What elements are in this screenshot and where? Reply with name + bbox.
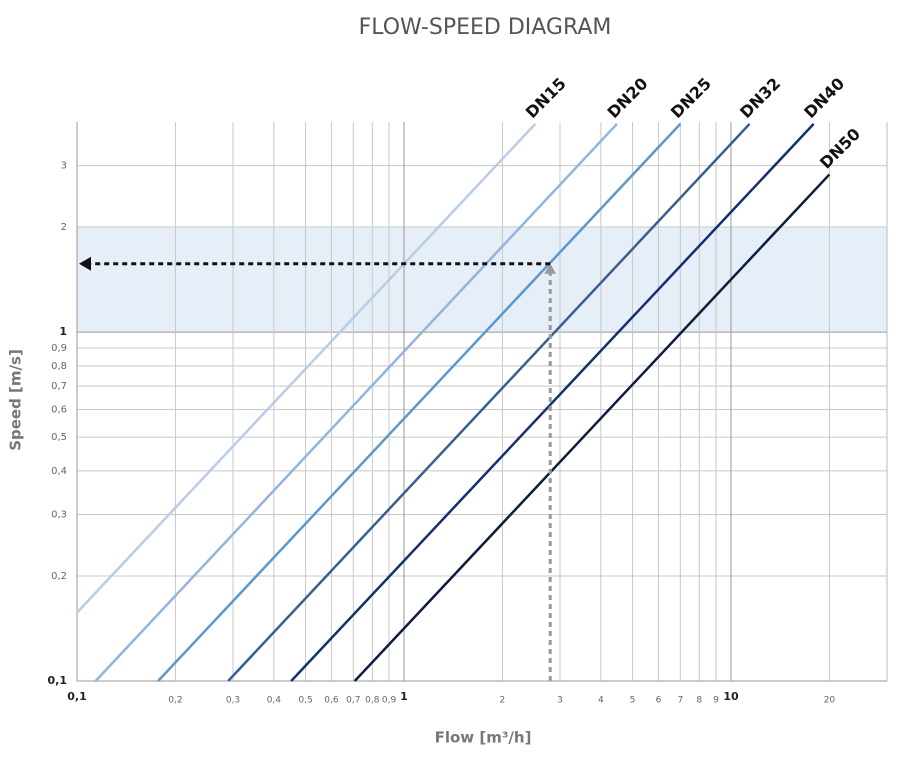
series-label: DN15 xyxy=(522,74,570,122)
x-tick-label: 2 xyxy=(500,696,506,706)
x-tick-label: 0,9 xyxy=(382,696,397,706)
x-tick-label: 1 xyxy=(400,690,408,703)
x-tick-label: 0,4 xyxy=(267,696,282,706)
guide-arrowhead xyxy=(79,256,91,271)
y-tick-label: 0,5 xyxy=(51,432,67,443)
y-tick-label: 0,2 xyxy=(51,571,67,582)
series-line xyxy=(94,123,618,682)
series-line xyxy=(227,123,751,682)
x-tick-label: 5 xyxy=(630,696,636,706)
series-line xyxy=(290,123,815,682)
series-label: DN20 xyxy=(604,74,652,122)
x-tick-label: 10 xyxy=(723,690,739,703)
chart-title: FLOW-SPEED DIAGRAM xyxy=(359,15,612,40)
x-tick-label: 8 xyxy=(696,696,702,706)
y-tick-label: 0,1 xyxy=(48,674,68,687)
x-tick-label: 0,2 xyxy=(168,696,182,706)
y-tick-label: 0,4 xyxy=(51,466,67,477)
series-label: DN25 xyxy=(667,74,715,122)
y-tick-label: 0,9 xyxy=(51,343,67,354)
x-tick-label: 0,8 xyxy=(365,696,380,706)
y-tick-label: 0,6 xyxy=(51,404,67,415)
y-axis-label: Speed [m/s] xyxy=(7,349,25,451)
x-tick-label: 0,6 xyxy=(324,696,339,706)
x-tick-label: 7 xyxy=(677,696,683,706)
series-line xyxy=(76,123,537,614)
x-tick-label: 0,7 xyxy=(346,696,360,706)
y-tick-label: 0,8 xyxy=(51,361,67,372)
x-tick-label: 0,1 xyxy=(67,690,87,703)
series-label: DN40 xyxy=(800,74,848,122)
y-tick-label: 0,3 xyxy=(51,510,67,521)
series-label: DN32 xyxy=(736,74,784,122)
series-line xyxy=(157,123,682,682)
x-axis-label: Flow [m³/h] xyxy=(435,729,532,747)
x-tick-label: 6 xyxy=(656,696,662,706)
x-tick-label: 20 xyxy=(824,696,836,706)
x-tick-label: 3 xyxy=(557,696,563,706)
y-tick-label: 2 xyxy=(61,222,67,233)
x-tick-label: 4 xyxy=(598,696,604,706)
x-tick-label: 0,3 xyxy=(226,696,240,706)
x-tick-label: 0,5 xyxy=(298,696,312,706)
highlight-band xyxy=(77,227,887,333)
x-tick-label: 9 xyxy=(713,696,719,706)
y-tick-label: 1 xyxy=(59,325,67,338)
series-line xyxy=(353,173,831,682)
guide-arrowhead xyxy=(544,263,557,274)
y-tick-label: 3 xyxy=(61,161,67,172)
y-tick-label: 0,7 xyxy=(51,381,67,392)
